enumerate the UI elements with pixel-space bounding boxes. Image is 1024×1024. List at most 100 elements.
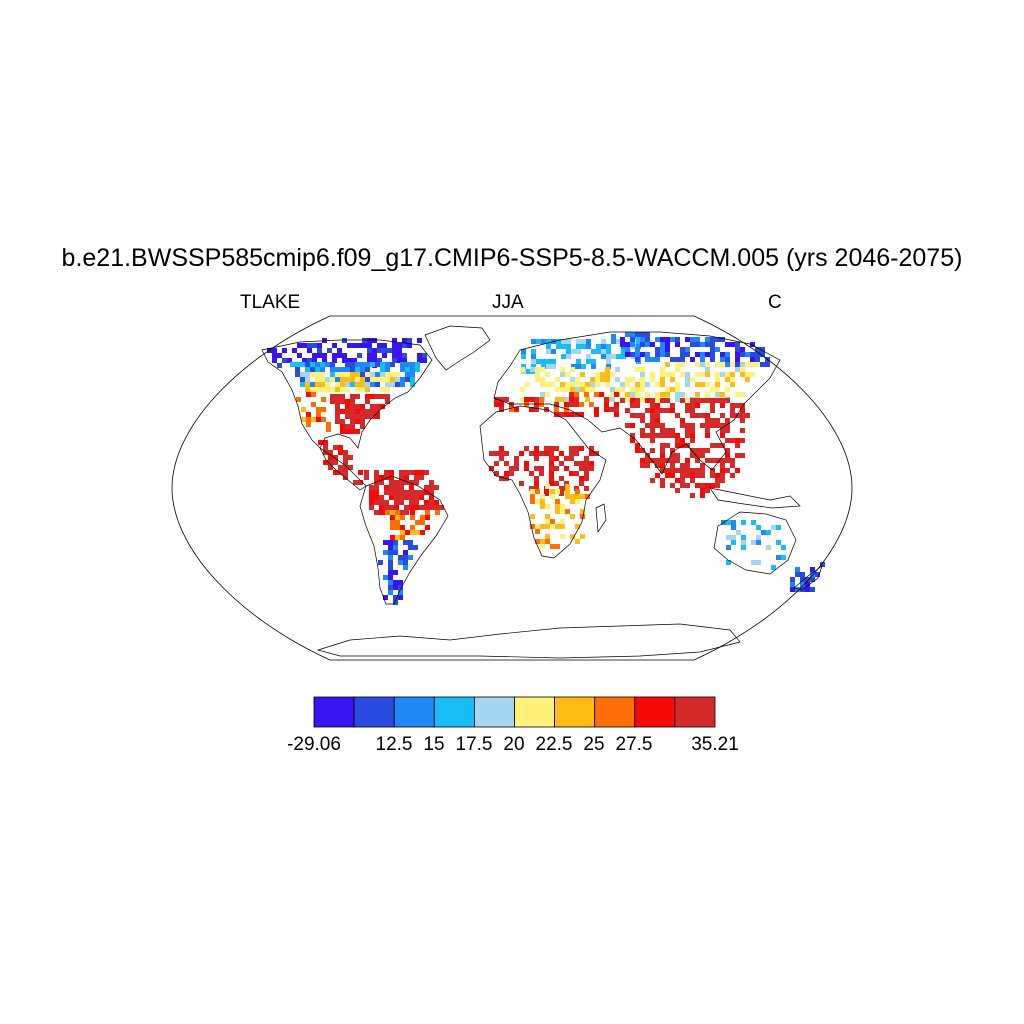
map-cell [700, 413, 705, 418]
map-cell [670, 483, 675, 488]
map-cell [328, 455, 333, 460]
map-cell [301, 417, 306, 422]
map-cell [379, 495, 384, 500]
map-cell [810, 567, 815, 572]
map-cell [320, 372, 325, 377]
map-cell [675, 367, 680, 372]
map-cell [569, 392, 574, 397]
map-cell [559, 461, 564, 466]
map-cell [388, 545, 393, 550]
map-cell [400, 382, 405, 387]
map-cell [342, 338, 347, 343]
map-cell [700, 372, 705, 377]
map-cell [424, 490, 429, 495]
map-cell [405, 372, 410, 377]
map-cell [409, 490, 414, 495]
map-cell [810, 587, 815, 592]
map-cell [655, 458, 660, 463]
map-cell [534, 456, 539, 461]
map-cell [700, 468, 705, 473]
map-cell [380, 362, 385, 367]
map-cell [499, 476, 504, 481]
north-america-coast [261, 339, 433, 449]
map-cell [330, 377, 335, 382]
map-cell [705, 362, 710, 367]
map-cell [685, 352, 690, 357]
map-cell [350, 367, 355, 372]
map-cell [310, 367, 315, 372]
map-cell [536, 339, 541, 344]
map-cell [570, 367, 575, 372]
map-cell [690, 428, 695, 433]
map-cell [655, 473, 660, 478]
map-cell [540, 392, 545, 397]
map-cell [756, 525, 761, 530]
map-cell [390, 377, 395, 382]
map-cell [535, 499, 540, 504]
map-cell [409, 495, 414, 500]
map-cell [564, 407, 569, 412]
map-cell [520, 367, 525, 372]
map-cell [370, 377, 375, 382]
map-cell [720, 352, 725, 357]
map-cell [760, 347, 765, 352]
map-cell [591, 364, 596, 369]
map-cell [554, 466, 559, 471]
eurasia-coast [493, 331, 781, 475]
map-cell [660, 347, 665, 352]
map-cell [397, 348, 402, 353]
map-cell [388, 580, 393, 585]
map-cell [569, 402, 574, 407]
coastlines [261, 325, 823, 659]
map-cell [616, 354, 621, 359]
map-cell [685, 372, 690, 377]
map-cell [494, 471, 499, 476]
map-cell [625, 408, 630, 413]
map-cell [345, 404, 350, 409]
map-cell [730, 342, 735, 347]
map-cell [670, 403, 675, 408]
map-cell [333, 445, 338, 450]
map-cell [404, 480, 409, 485]
map-cell [499, 456, 504, 461]
map-cell [374, 475, 379, 480]
map-cell [566, 349, 571, 354]
map-cell [720, 473, 725, 478]
map-cell [360, 419, 365, 424]
map-cell [670, 468, 675, 473]
map-cell [615, 377, 620, 382]
map-cell [410, 382, 415, 387]
map-cell [565, 387, 570, 392]
map-cell [372, 348, 377, 353]
map-cell [370, 394, 375, 399]
map-cell [350, 372, 355, 377]
map-cell [584, 486, 589, 491]
map-cell [660, 458, 665, 463]
map-cell [374, 470, 379, 475]
map-cell [570, 499, 575, 504]
map-cell [569, 456, 574, 461]
map-cell [394, 490, 399, 495]
map-cell [393, 580, 398, 585]
map-cell [720, 337, 725, 342]
map-cell [740, 367, 745, 372]
map-cell [620, 337, 625, 342]
map-cell [690, 398, 695, 403]
colorbar-box-2 [393, 696, 435, 728]
map-cell [730, 372, 735, 377]
map-cell [375, 362, 380, 367]
map-cell [584, 461, 589, 466]
map-cell [410, 525, 415, 530]
map-cell [606, 359, 611, 364]
map-cell [595, 372, 600, 377]
map-cell [635, 347, 640, 352]
map-cell [374, 510, 379, 515]
map-cell [400, 535, 405, 540]
africa-coast [479, 405, 607, 559]
map-cell [690, 473, 695, 478]
map-cell [705, 488, 710, 493]
map-cell [357, 353, 362, 358]
map-cell [680, 398, 685, 403]
map-cell [409, 505, 414, 510]
map-cell [740, 403, 745, 408]
